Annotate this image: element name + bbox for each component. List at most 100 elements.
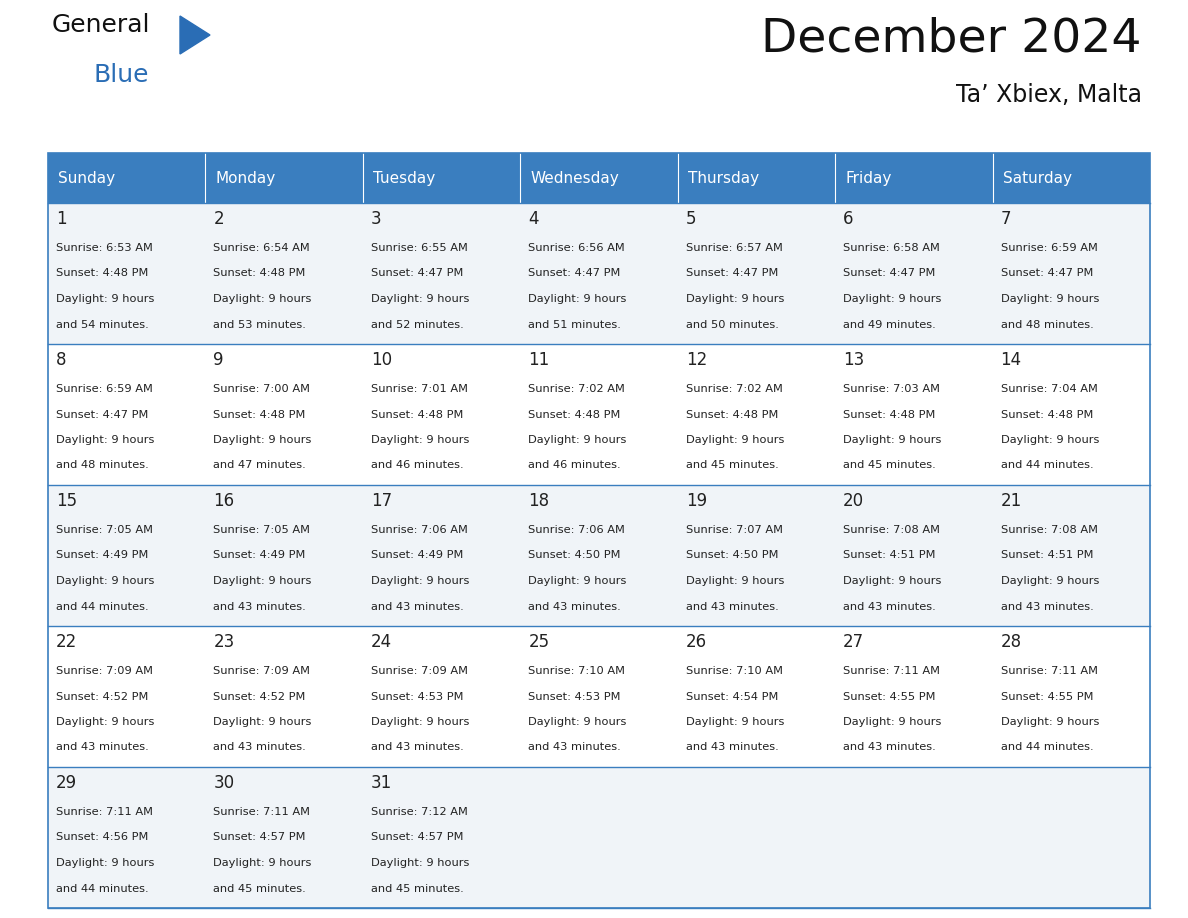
Text: 7: 7 (1000, 210, 1011, 228)
Text: Sunrise: 7:02 AM: Sunrise: 7:02 AM (685, 384, 783, 394)
Text: Sunrise: 7:05 AM: Sunrise: 7:05 AM (214, 525, 310, 535)
Text: Sunrise: 7:09 AM: Sunrise: 7:09 AM (371, 666, 468, 676)
Text: 21: 21 (1000, 492, 1022, 510)
Text: and 43 minutes.: and 43 minutes. (1000, 601, 1093, 611)
Text: 5: 5 (685, 210, 696, 228)
Text: Daylight: 9 hours: Daylight: 9 hours (214, 435, 311, 445)
Text: Daylight: 9 hours: Daylight: 9 hours (843, 294, 942, 304)
Text: Sunrise: 7:10 AM: Sunrise: 7:10 AM (529, 666, 625, 676)
Text: Sunset: 4:48 PM: Sunset: 4:48 PM (214, 268, 305, 278)
Bar (48, 153, 206, 203)
Text: 19: 19 (685, 492, 707, 510)
Text: 2: 2 (214, 210, 225, 228)
Text: Daylight: 9 hours: Daylight: 9 hours (214, 294, 311, 304)
Text: 1: 1 (56, 210, 67, 228)
Text: Sunset: 4:52 PM: Sunset: 4:52 PM (56, 691, 148, 701)
Text: and 50 minutes.: and 50 minutes. (685, 319, 778, 330)
Text: 20: 20 (843, 492, 864, 510)
Text: Sunrise: 7:05 AM: Sunrise: 7:05 AM (56, 525, 153, 535)
Text: 25: 25 (529, 633, 549, 651)
Text: Daylight: 9 hours: Daylight: 9 hours (56, 435, 154, 445)
Bar (48, 203, 1150, 344)
Text: Daylight: 9 hours: Daylight: 9 hours (843, 435, 942, 445)
Text: 22: 22 (56, 633, 77, 651)
Text: Daylight: 9 hours: Daylight: 9 hours (56, 717, 154, 727)
Text: Sunrise: 6:56 AM: Sunrise: 6:56 AM (529, 243, 625, 253)
Text: and 46 minutes.: and 46 minutes. (529, 461, 621, 471)
Text: 15: 15 (56, 492, 77, 510)
Text: Sunset: 4:47 PM: Sunset: 4:47 PM (685, 268, 778, 278)
Text: Sunrise: 6:58 AM: Sunrise: 6:58 AM (843, 243, 940, 253)
Text: Monday: Monday (215, 171, 276, 185)
Text: Sunrise: 7:03 AM: Sunrise: 7:03 AM (843, 384, 940, 394)
Text: and 49 minutes.: and 49 minutes. (843, 319, 936, 330)
Text: 3: 3 (371, 210, 381, 228)
Text: Sunset: 4:48 PM: Sunset: 4:48 PM (214, 409, 305, 420)
Bar (48, 344, 1150, 485)
Text: Daylight: 9 hours: Daylight: 9 hours (685, 435, 784, 445)
Text: Daylight: 9 hours: Daylight: 9 hours (214, 858, 311, 868)
Text: Sunset: 4:50 PM: Sunset: 4:50 PM (529, 551, 621, 561)
Text: Sunrise: 6:55 AM: Sunrise: 6:55 AM (371, 243, 468, 253)
Text: and 43 minutes.: and 43 minutes. (371, 601, 463, 611)
Text: Daylight: 9 hours: Daylight: 9 hours (214, 576, 311, 586)
Text: and 43 minutes.: and 43 minutes. (529, 743, 621, 753)
Text: and 45 minutes.: and 45 minutes. (685, 461, 778, 471)
Text: 9: 9 (214, 351, 223, 369)
Text: Sunrise: 7:11 AM: Sunrise: 7:11 AM (214, 807, 310, 817)
Text: Sunset: 4:48 PM: Sunset: 4:48 PM (56, 268, 148, 278)
Text: Sunrise: 7:09 AM: Sunrise: 7:09 AM (214, 666, 310, 676)
Text: Daylight: 9 hours: Daylight: 9 hours (1000, 717, 1099, 727)
Text: 16: 16 (214, 492, 234, 510)
Text: Daylight: 9 hours: Daylight: 9 hours (56, 576, 154, 586)
Text: Sunset: 4:48 PM: Sunset: 4:48 PM (685, 409, 778, 420)
Text: Daylight: 9 hours: Daylight: 9 hours (1000, 576, 1099, 586)
Text: Sunrise: 7:11 AM: Sunrise: 7:11 AM (1000, 666, 1098, 676)
Text: and 44 minutes.: and 44 minutes. (1000, 743, 1093, 753)
Text: Sunset: 4:51 PM: Sunset: 4:51 PM (843, 551, 936, 561)
Text: Daylight: 9 hours: Daylight: 9 hours (56, 294, 154, 304)
Text: Sunrise: 7:08 AM: Sunrise: 7:08 AM (1000, 525, 1098, 535)
Bar (206, 153, 362, 203)
Text: Daylight: 9 hours: Daylight: 9 hours (529, 717, 626, 727)
Text: and 43 minutes.: and 43 minutes. (214, 743, 307, 753)
Text: 17: 17 (371, 492, 392, 510)
Text: Daylight: 9 hours: Daylight: 9 hours (529, 294, 626, 304)
Text: Sunrise: 7:11 AM: Sunrise: 7:11 AM (843, 666, 940, 676)
Text: General: General (52, 13, 151, 37)
Text: and 48 minutes.: and 48 minutes. (1000, 319, 1093, 330)
Text: Sunset: 4:47 PM: Sunset: 4:47 PM (371, 268, 463, 278)
Text: Sunset: 4:48 PM: Sunset: 4:48 PM (1000, 409, 1093, 420)
Bar (48, 153, 1150, 908)
Text: Sunrise: 7:06 AM: Sunrise: 7:06 AM (371, 525, 468, 535)
Text: Daylight: 9 hours: Daylight: 9 hours (214, 717, 311, 727)
Text: Sunrise: 7:00 AM: Sunrise: 7:00 AM (214, 384, 310, 394)
Text: Sunset: 4:56 PM: Sunset: 4:56 PM (56, 833, 148, 843)
Text: and 45 minutes.: and 45 minutes. (214, 883, 307, 893)
Text: Sunrise: 6:59 AM: Sunrise: 6:59 AM (1000, 243, 1098, 253)
Text: and 43 minutes.: and 43 minutes. (214, 601, 307, 611)
Text: Daylight: 9 hours: Daylight: 9 hours (371, 576, 469, 586)
Text: 24: 24 (371, 633, 392, 651)
Text: Daylight: 9 hours: Daylight: 9 hours (371, 717, 469, 727)
Text: and 45 minutes.: and 45 minutes. (371, 883, 463, 893)
Text: Daylight: 9 hours: Daylight: 9 hours (685, 294, 784, 304)
Text: Sunrise: 7:07 AM: Sunrise: 7:07 AM (685, 525, 783, 535)
Text: Ta’ Xbiex, Malta: Ta’ Xbiex, Malta (956, 83, 1142, 107)
Text: Sunset: 4:49 PM: Sunset: 4:49 PM (214, 551, 305, 561)
Text: Sunset: 4:53 PM: Sunset: 4:53 PM (371, 691, 463, 701)
Text: Tuesday: Tuesday (373, 171, 435, 185)
Text: Daylight: 9 hours: Daylight: 9 hours (685, 717, 784, 727)
Text: and 44 minutes.: and 44 minutes. (56, 883, 148, 893)
Text: and 43 minutes.: and 43 minutes. (843, 743, 936, 753)
Text: Sunrise: 7:06 AM: Sunrise: 7:06 AM (529, 525, 625, 535)
Text: and 43 minutes.: and 43 minutes. (56, 743, 148, 753)
Text: Sunrise: 6:59 AM: Sunrise: 6:59 AM (56, 384, 153, 394)
Text: Daylight: 9 hours: Daylight: 9 hours (56, 858, 154, 868)
Text: Sunset: 4:49 PM: Sunset: 4:49 PM (56, 551, 148, 561)
Text: December 2024: December 2024 (762, 16, 1142, 61)
Text: and 44 minutes.: and 44 minutes. (56, 601, 148, 611)
Text: and 43 minutes.: and 43 minutes. (371, 743, 463, 753)
Text: and 43 minutes.: and 43 minutes. (529, 601, 621, 611)
Text: Daylight: 9 hours: Daylight: 9 hours (529, 576, 626, 586)
